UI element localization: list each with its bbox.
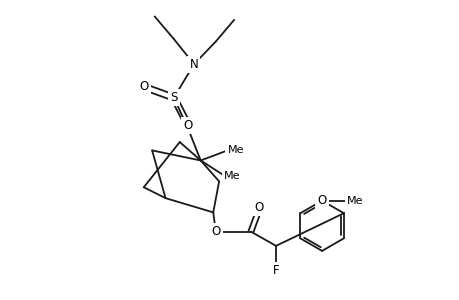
Text: Me: Me — [347, 196, 363, 206]
Text: F: F — [272, 265, 279, 278]
Text: S: S — [170, 91, 177, 104]
Text: O: O — [211, 225, 220, 238]
Text: N: N — [189, 58, 198, 71]
Text: Me: Me — [227, 146, 244, 155]
Text: Me: Me — [224, 170, 240, 181]
Text: O: O — [183, 119, 192, 132]
Text: O: O — [139, 80, 148, 93]
Text: O: O — [317, 194, 326, 207]
Text: O: O — [254, 201, 263, 214]
